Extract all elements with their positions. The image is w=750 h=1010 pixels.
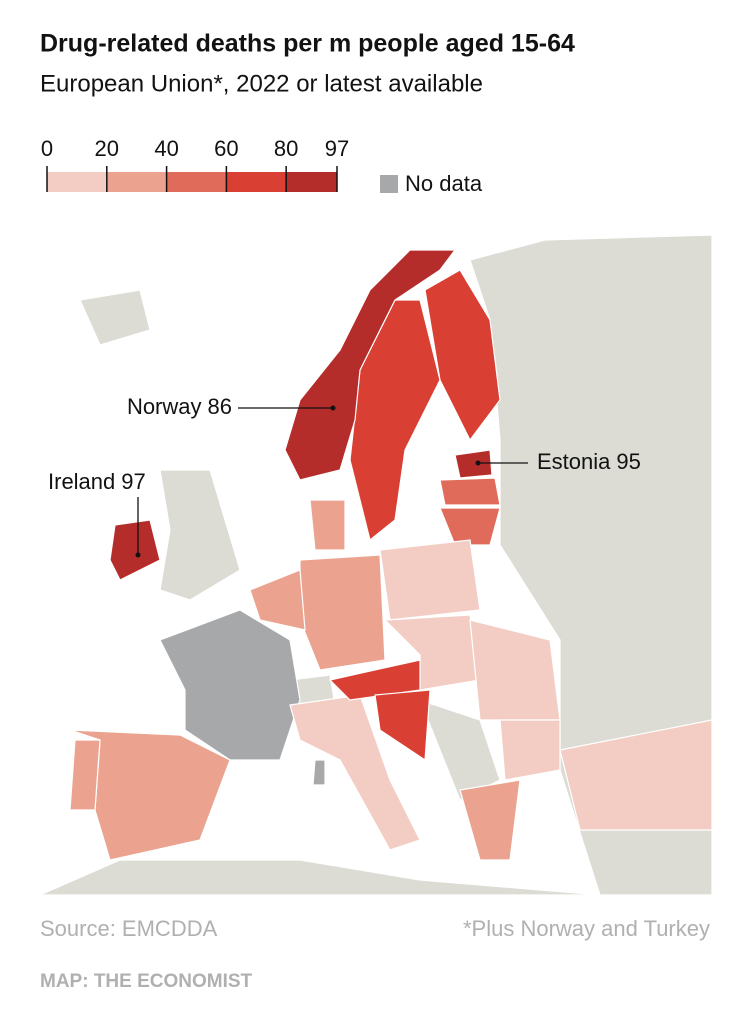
country bbox=[289, 694, 421, 851]
country bbox=[469, 619, 561, 721]
country bbox=[499, 719, 561, 781]
country bbox=[439, 507, 501, 546]
legend-tick-label: 97 bbox=[325, 136, 349, 161]
country bbox=[309, 499, 346, 551]
subtitle: European Union*, 2022 or latest availabl… bbox=[40, 70, 483, 97]
country bbox=[328, 659, 421, 701]
legend-tick-label: 20 bbox=[95, 136, 119, 161]
no-data-country bbox=[312, 759, 326, 786]
country bbox=[439, 477, 501, 506]
annotation-value: 97 bbox=[121, 469, 145, 494]
annotation-name: Ireland bbox=[48, 469, 115, 494]
annotation: Norway 86 bbox=[127, 394, 232, 419]
legend-bin bbox=[166, 172, 227, 192]
annotation-value: 86 bbox=[208, 394, 232, 419]
country bbox=[249, 569, 306, 631]
no-data-country bbox=[159, 609, 301, 761]
country bbox=[284, 249, 457, 481]
legend-tick-label: 60 bbox=[214, 136, 238, 161]
country bbox=[379, 539, 481, 621]
title: Drug-related deaths per m people aged 15… bbox=[40, 30, 575, 58]
map bbox=[39, 234, 713, 896]
land bbox=[159, 469, 241, 601]
leader-dot bbox=[330, 405, 336, 411]
annotations: Norway 86 Ireland 97 Estonia 95 bbox=[48, 394, 641, 558]
annotation: Estonia 95 bbox=[537, 449, 641, 474]
country bbox=[459, 779, 521, 861]
land bbox=[79, 289, 151, 346]
annotation-name: Estonia bbox=[537, 449, 611, 474]
legend: 0 20 40 60 80 97 No data bbox=[41, 136, 483, 196]
legend-bin bbox=[106, 172, 167, 192]
note: *Plus Norway and Turkey bbox=[463, 916, 710, 941]
country bbox=[454, 449, 493, 479]
country bbox=[299, 554, 386, 671]
leader-dot bbox=[475, 460, 481, 466]
land bbox=[418, 699, 501, 801]
legend-bin bbox=[286, 172, 337, 192]
source: Source: EMCDDA bbox=[40, 916, 218, 941]
legend-no-data bbox=[380, 175, 398, 193]
country bbox=[374, 689, 431, 762]
legend-bin bbox=[226, 172, 287, 192]
legend-tick-label: 40 bbox=[154, 136, 178, 161]
land bbox=[39, 859, 601, 896]
legend-tick-label: 80 bbox=[274, 136, 298, 161]
country bbox=[69, 739, 101, 811]
credit: MAP: THE ECONOMIST bbox=[40, 971, 253, 992]
legend-tick-label: 0 bbox=[41, 136, 53, 161]
land bbox=[469, 234, 713, 896]
annotation-value: 95 bbox=[616, 449, 640, 474]
legend-bin bbox=[47, 172, 107, 192]
country bbox=[383, 614, 481, 691]
country bbox=[109, 519, 161, 581]
leader-dot bbox=[135, 552, 141, 558]
annotation-name: Norway bbox=[127, 394, 202, 419]
country bbox=[559, 719, 713, 831]
legend-no-data-label: No data bbox=[405, 171, 483, 196]
country bbox=[424, 269, 501, 442]
annotation: Ireland 97 bbox=[48, 469, 146, 494]
